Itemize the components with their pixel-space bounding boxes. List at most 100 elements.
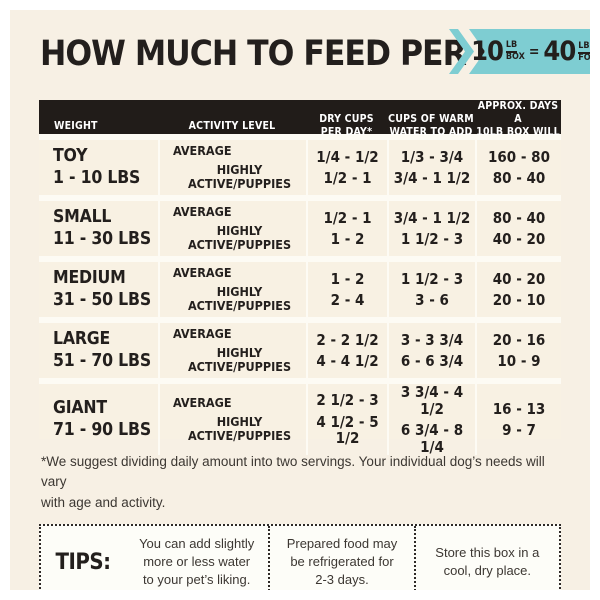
water-cups-value: 3/4 - 1 1/2	[393, 208, 471, 227]
water-cups-value: 3 - 3 3/4	[400, 330, 464, 349]
days-value: 160 - 80	[488, 147, 550, 166]
col-header-water: CUPS OF WARM WATER TO ADD	[388, 113, 474, 139]
weight-name: GIANT	[53, 398, 107, 419]
days-value: 80 - 40	[492, 169, 546, 187]
days-value: 9 - 7	[502, 421, 536, 439]
water-cups-value: 1/3 - 3/4	[400, 147, 464, 166]
water-cups-value: 3/4 - 1 1/2	[393, 169, 471, 187]
badge-lbs-food-label: LBS of FOOD!	[578, 41, 590, 63]
activity-level: AVERAGE	[173, 395, 232, 411]
feeding-table: WEIGHT ACTIVITY LEVEL DRY CUPS PER DAY* …	[39, 100, 561, 455]
table-row-group-large: LARGE 51 - 70 LBS AVERAGE HIGHLY ACTIVE/…	[39, 323, 561, 378]
weight-name: SMALL	[53, 207, 112, 228]
water-cups-value: 6 3/4 - 8 1/4	[400, 421, 464, 456]
dry-cups-value: 4 1/2 - 5 1/2	[316, 412, 379, 448]
activity-cell: AVERAGE HIGHLY ACTIVE/PUPPIES	[158, 201, 306, 256]
dry-cups-value: 4 - 4 1/2	[316, 352, 379, 370]
activity-level: HIGHLY ACTIVE/PUPPIES	[187, 345, 292, 374]
weight-cell: MEDIUM 31 - 50 LBS	[39, 262, 158, 317]
weight-range: 71 - 90 LBS	[53, 419, 151, 440]
table-body: TOY 1 - 10 LBS AVERAGE HIGHLY ACTIVE/PUP…	[39, 134, 561, 455]
water-cups-cell: 3/4 - 1 1/2 1 1/2 - 3	[387, 201, 475, 256]
activity-level: AVERAGE	[173, 143, 232, 159]
serving-footnote: *We suggest dividing daily amount into t…	[41, 454, 545, 510]
tips-box: TIPS: You can add slightly more or less …	[39, 523, 561, 590]
table-row-group-small: SMALL 11 - 30 LBS AVERAGE HIGHLY ACTIVE/…	[39, 201, 561, 256]
activity-level: HIGHLY ACTIVE/PUPPIES	[187, 284, 292, 313]
weight-name: LARGE	[53, 329, 111, 350]
masthead: HOW MUCH TO FEED PER DAY 10 LB BOX = 40 …	[39, 10, 590, 88]
weight-name: TOY	[53, 146, 88, 167]
water-cups-value: 3 3/4 - 4 1/2	[400, 383, 464, 418]
col-header-weight: WEIGHT	[54, 119, 98, 132]
weight-cell: TOY 1 - 10 LBS	[39, 140, 158, 195]
tip-refrigerate: Prepared food may be refrigerated for 2-…	[268, 525, 413, 590]
days-value: 20 - 10	[492, 291, 546, 309]
activity-level: AVERAGE	[173, 204, 232, 220]
dry-cups-value: 2 1/2 - 3	[316, 391, 379, 410]
weight-range: 11 - 30 LBS	[53, 228, 151, 249]
dry-cups-value: 2 - 4	[330, 291, 365, 309]
dry-cups-value: 2 - 2 1/2	[316, 330, 379, 349]
water-cups-value: 1 1/2 - 3	[400, 230, 464, 248]
dry-cups-cell: 2 - 2 1/2 4 - 4 1/2	[306, 323, 387, 378]
activity-cell: AVERAGE HIGHLY ACTIVE/PUPPIES	[158, 384, 306, 455]
activity-level: AVERAGE	[173, 326, 232, 342]
dry-cups-value: 1/4 - 1/2	[316, 147, 379, 166]
dry-cups-value: 1/2 - 1	[323, 208, 372, 227]
activity-cell: AVERAGE HIGHLY ACTIVE/PUPPIES	[158, 262, 306, 317]
dry-cups-value: 1 - 2	[330, 230, 365, 248]
dry-cups-cell: 1 - 2 2 - 4	[306, 262, 387, 317]
days-cell: 160 - 80 80 - 40	[475, 140, 561, 195]
days-value: 20 - 16	[492, 330, 546, 349]
dry-cups-cell: 1/4 - 1/2 1/2 - 1	[306, 140, 387, 195]
weight-cell: SMALL 11 - 30 LBS	[39, 201, 158, 256]
activity-cell: AVERAGE HIGHLY ACTIVE/PUPPIES	[158, 323, 306, 378]
tip-storage: Store this box in a cool, dry place.	[413, 525, 559, 590]
col-header-days: APPROX. DAYS A 10LB BOX WILL LAST	[476, 100, 560, 151]
table-header-row: WEIGHT ACTIVITY LEVEL DRY CUPS PER DAY* …	[39, 100, 561, 151]
dry-cups-cell: 2 1/2 - 3 4 1/2 - 5 1/2	[306, 384, 387, 455]
days-value: 10 - 9	[497, 352, 541, 370]
weight-range: 51 - 70 LBS	[53, 350, 151, 371]
water-cups-cell: 3 3/4 - 4 1/2 6 3/4 - 8 1/4	[387, 384, 475, 455]
table-row-group-medium: MEDIUM 31 - 50 LBS AVERAGE HIGHLY ACTIVE…	[39, 262, 561, 317]
days-cell: 16 - 13 9 - 7	[475, 384, 561, 455]
days-value: 16 - 13	[492, 399, 546, 418]
box-equivalence-badge: 10 LB BOX = 40 LBS of FOOD!	[449, 29, 590, 74]
water-cups-value: 3 - 6	[415, 291, 449, 309]
weight-range: 1 - 10 LBS	[53, 167, 141, 188]
feeding-guide-card: HOW MUCH TO FEED PER DAY 10 LB BOX = 40 …	[10, 10, 590, 590]
activity-level: HIGHLY ACTIVE/PUPPIES	[187, 162, 292, 191]
water-cups-cell: 3 - 3 3/4 6 - 6 3/4	[387, 323, 475, 378]
col-header-dry-cups: DRY CUPS PER DAY*	[319, 113, 374, 139]
badge-content: 10 LB BOX = 40 LBS of FOOD!	[449, 29, 590, 74]
badge-qty-40: 40	[543, 36, 576, 67]
water-cups-value: 6 - 6 3/4	[400, 352, 464, 370]
badge-lb-box-label: LB BOX	[505, 40, 525, 62]
weight-cell: LARGE 51 - 70 LBS	[39, 323, 158, 378]
days-value: 40 - 20	[492, 230, 546, 248]
weight-range: 31 - 50 LBS	[53, 289, 151, 310]
days-value: 40 - 20	[492, 269, 546, 288]
days-cell: 20 - 16 10 - 9	[475, 323, 561, 378]
tips-label: TIPS:	[55, 549, 111, 575]
days-value: 80 - 40	[492, 208, 546, 227]
equals-sign: =	[528, 43, 540, 60]
table-row-group-toy: TOY 1 - 10 LBS AVERAGE HIGHLY ACTIVE/PUP…	[39, 140, 561, 195]
activity-level: HIGHLY ACTIVE/PUPPIES	[187, 223, 292, 252]
weight-cell: GIANT 71 - 90 LBS	[39, 384, 158, 455]
water-cups-cell: 1 1/2 - 3 3 - 6	[387, 262, 475, 317]
dry-cups-value: 1 - 2	[330, 269, 365, 288]
activity-cell: AVERAGE HIGHLY ACTIVE/PUPPIES	[158, 140, 306, 195]
table-row-group-giant: GIANT 71 - 90 LBS AVERAGE HIGHLY ACTIVE/…	[39, 384, 561, 455]
water-cups-cell: 1/3 - 3/4 3/4 - 1 1/2	[387, 140, 475, 195]
tip-water-adjust: You can add slightly more or less water …	[139, 535, 255, 588]
days-cell: 80 - 40 40 - 20	[475, 201, 561, 256]
dry-cups-cell: 1/2 - 1 1 - 2	[306, 201, 387, 256]
activity-level: HIGHLY ACTIVE/PUPPIES	[187, 414, 292, 443]
activity-level: AVERAGE	[173, 265, 232, 281]
badge-qty-10: 10	[471, 36, 504, 67]
ribbon-banner-shape	[449, 29, 590, 74]
water-cups-value: 1 1/2 - 3	[400, 269, 464, 288]
